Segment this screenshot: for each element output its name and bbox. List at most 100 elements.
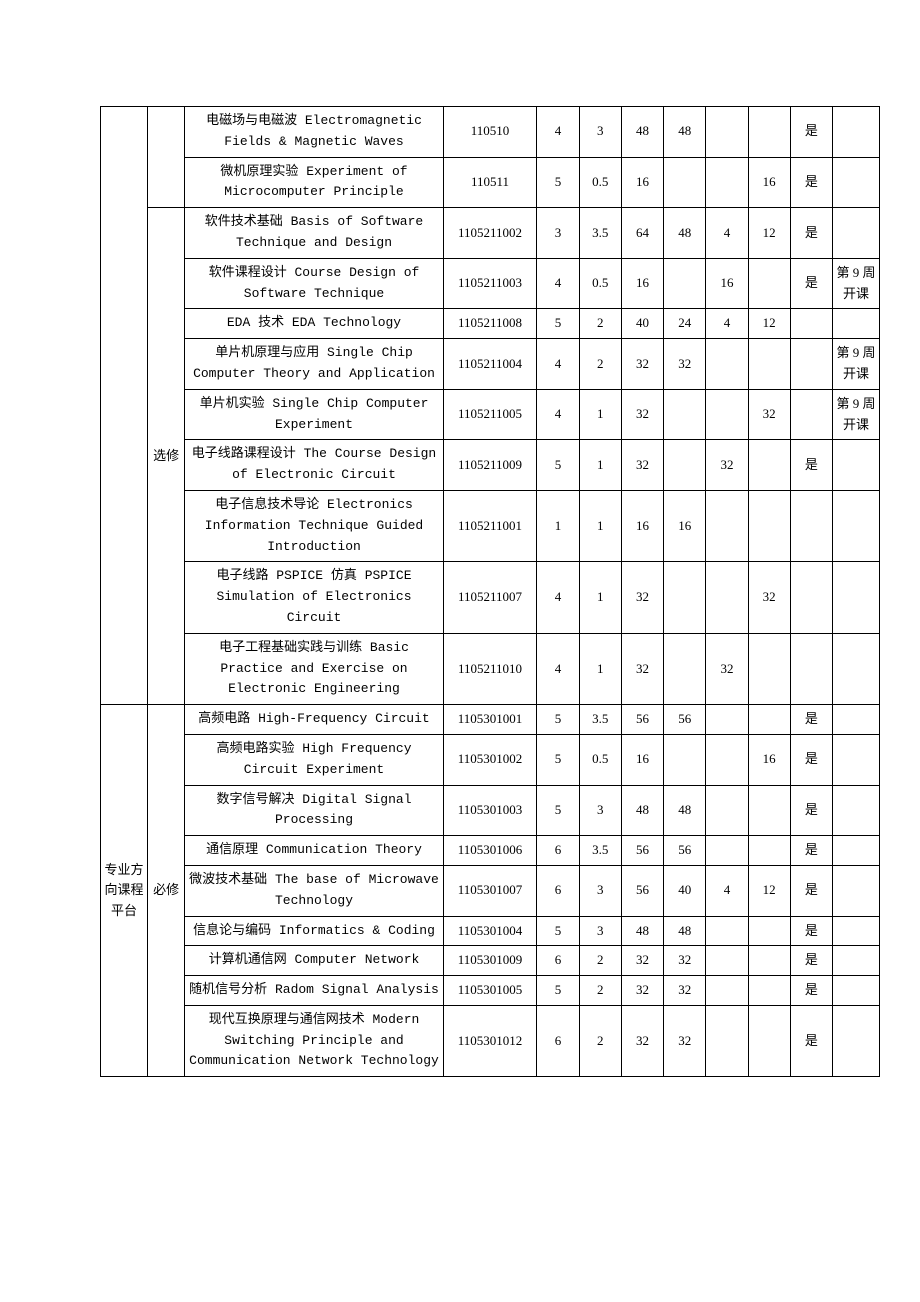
- col-4-cell: 56: [664, 836, 706, 866]
- table-row: 选修软件技术基础 Basis of Software Technique and…: [101, 208, 880, 259]
- col-3-cell: 56: [621, 705, 663, 735]
- col-6-cell: 32: [748, 389, 790, 440]
- col-3-cell: 32: [621, 562, 663, 633]
- col-6-cell: [748, 836, 790, 866]
- col-1-cell: 4: [537, 389, 579, 440]
- course-code-cell: 1105211009: [443, 440, 537, 491]
- col-4-cell: [664, 258, 706, 309]
- course-name-cell: EDA 技术 EDA Technology: [185, 309, 443, 339]
- col-8-cell: [833, 208, 880, 259]
- col-5-cell: [706, 562, 748, 633]
- col-2-cell: 1: [579, 562, 621, 633]
- course-name-cell: 电子线路课程设计 The Course Design of Electronic…: [185, 440, 443, 491]
- col-7-cell: 是: [790, 440, 832, 491]
- col-1-cell: 4: [537, 339, 579, 390]
- course-code-cell: 110511: [443, 157, 537, 208]
- group-b-cell: 选修: [147, 208, 185, 705]
- col-5-cell: 4: [706, 865, 748, 916]
- col-8-cell: 第 9 周开课: [833, 258, 880, 309]
- table-row: 电磁场与电磁波 Electromagnetic Fields & Magneti…: [101, 107, 880, 158]
- col-2-cell: 3.5: [579, 208, 621, 259]
- course-name-cell: 单片机实验 Single Chip Computer Experiment: [185, 389, 443, 440]
- curriculum-table: 电磁场与电磁波 Electromagnetic Fields & Magneti…: [100, 106, 880, 1077]
- col-6-cell: [748, 976, 790, 1006]
- col-5-cell: [706, 107, 748, 158]
- col-4-cell: 40: [664, 865, 706, 916]
- table-row: 专业方向课程平台必修高频电路 High-Frequency Circuit110…: [101, 705, 880, 735]
- col-6-cell: 12: [748, 309, 790, 339]
- course-name-cell: 高频电路 High-Frequency Circuit: [185, 705, 443, 735]
- group-b-cell: 必修: [147, 705, 185, 1077]
- col-7-cell: [790, 309, 832, 339]
- table-row: 电子工程基础实践与训练 Basic Practice and Exercise …: [101, 633, 880, 704]
- col-4-cell: 24: [664, 309, 706, 339]
- col-3-cell: 16: [621, 258, 663, 309]
- col-2-cell: 3: [579, 916, 621, 946]
- col-6-cell: [748, 490, 790, 561]
- col-3-cell: 32: [621, 633, 663, 704]
- col-5-cell: [706, 734, 748, 785]
- course-code-cell: 1105301003: [443, 785, 537, 836]
- course-name-cell: 信息论与编码 Informatics & Coding: [185, 916, 443, 946]
- col-6-cell: [748, 258, 790, 309]
- course-code-cell: 1105211007: [443, 562, 537, 633]
- col-1-cell: 4: [537, 562, 579, 633]
- col-1-cell: 5: [537, 157, 579, 208]
- table-row: 微机原理实验 Experiment of Microcomputer Princ…: [101, 157, 880, 208]
- col-4-cell: [664, 562, 706, 633]
- col-2-cell: 0.5: [579, 258, 621, 309]
- group-b-cell: [147, 107, 185, 208]
- col-8-cell: [833, 785, 880, 836]
- col-6-cell: [748, 916, 790, 946]
- col-4-cell: 48: [664, 107, 706, 158]
- col-6-cell: [748, 633, 790, 704]
- col-7-cell: [790, 562, 832, 633]
- course-name-cell: 计算机通信网 Computer Network: [185, 946, 443, 976]
- col-5-cell: [706, 946, 748, 976]
- col-3-cell: 32: [621, 389, 663, 440]
- col-1-cell: 6: [537, 865, 579, 916]
- course-code-cell: 1105301005: [443, 976, 537, 1006]
- course-code-cell: 1105301002: [443, 734, 537, 785]
- col-2-cell: 1: [579, 633, 621, 704]
- col-6-cell: 12: [748, 208, 790, 259]
- col-1-cell: 5: [537, 916, 579, 946]
- table-row: 电子信息技术导论 Electronics Information Techniq…: [101, 490, 880, 561]
- col-7-cell: 是: [790, 785, 832, 836]
- col-1-cell: 5: [537, 705, 579, 735]
- col-8-cell: [833, 490, 880, 561]
- col-6-cell: [748, 705, 790, 735]
- col-8-cell: [833, 633, 880, 704]
- col-4-cell: [664, 389, 706, 440]
- col-5-cell: [706, 836, 748, 866]
- course-name-cell: 电磁场与电磁波 Electromagnetic Fields & Magneti…: [185, 107, 443, 158]
- col-8-cell: [833, 440, 880, 491]
- col-2-cell: 1: [579, 440, 621, 491]
- col-1-cell: 5: [537, 976, 579, 1006]
- col-4-cell: [664, 633, 706, 704]
- course-name-cell: 电子信息技术导论 Electronics Information Techniq…: [185, 490, 443, 561]
- col-3-cell: 32: [621, 339, 663, 390]
- table-row: 现代互换原理与通信网技术 Modern Switching Principle …: [101, 1005, 880, 1076]
- course-name-cell: 电子线路 PSPICE 仿真 PSPICE Simulation of Elec…: [185, 562, 443, 633]
- col-7-cell: 是: [790, 946, 832, 976]
- table-row: EDA 技术 EDA Technology1105211008524024412: [101, 309, 880, 339]
- col-7-cell: [790, 339, 832, 390]
- course-code-cell: 1105211008: [443, 309, 537, 339]
- course-code-cell: 1105301006: [443, 836, 537, 866]
- col-3-cell: 16: [621, 157, 663, 208]
- col-3-cell: 56: [621, 865, 663, 916]
- table-row: 单片机实验 Single Chip Computer Experiment110…: [101, 389, 880, 440]
- col-6-cell: [748, 440, 790, 491]
- course-code-cell: 1105211001: [443, 490, 537, 561]
- col-8-cell: [833, 1005, 880, 1076]
- table-body: 电磁场与电磁波 Electromagnetic Fields & Magneti…: [101, 107, 880, 1077]
- col-5-cell: [706, 705, 748, 735]
- col-6-cell: [748, 785, 790, 836]
- col-5-cell: [706, 976, 748, 1006]
- col-2-cell: 0.5: [579, 157, 621, 208]
- course-name-cell: 高频电路实验 High Frequency Circuit Experiment: [185, 734, 443, 785]
- col-5-cell: [706, 157, 748, 208]
- col-3-cell: 48: [621, 107, 663, 158]
- course-code-cell: 1105211010: [443, 633, 537, 704]
